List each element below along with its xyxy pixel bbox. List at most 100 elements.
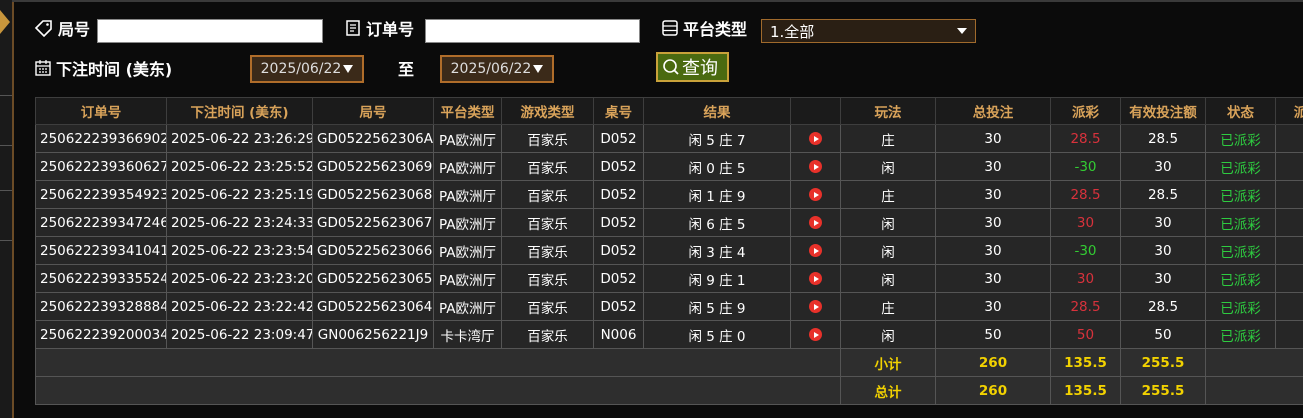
play-icon[interactable] <box>809 216 822 229</box>
table-cell: 250622239366902 <box>35 124 167 153</box>
table-row: 250622239341041 2025-06-22 23:23:54 GD0522… <box>35 236 1303 265</box>
header-row: 订单号 下注时间 (美东) 局号 平台类型 游戏类型 桌号 结果 玩法 总投注 派彩 有效投注额 状态… <box>35 97 1303 125</box>
table-cell: 30 <box>935 180 1051 209</box>
table-cell: 闲 <box>840 320 936 349</box>
table-cell: 30 <box>1120 236 1206 265</box>
table-cell: 百家乐 <box>501 320 594 349</box>
summary-label: 小计 <box>840 348 936 377</box>
play-icon[interactable] <box>809 328 822 341</box>
summary-spacer <box>35 376 841 405</box>
table-cell: GD05225623068 <box>312 180 434 209</box>
table-cell: 28.5 <box>1050 292 1121 321</box>
table-cell: D052 <box>593 124 644 153</box>
platform-label: 平台类型 <box>661 16 747 40</box>
column-header: 派 <box>1275 97 1303 125</box>
column-header: 总投注 <box>935 97 1051 125</box>
calendar-icon <box>35 60 51 76</box>
column-header: 派彩 <box>1050 97 1121 125</box>
table-cell: 30 <box>1050 208 1121 237</box>
table-cell: D052 <box>593 152 644 181</box>
play-icon[interactable] <box>809 272 822 285</box>
table-cell: 已派彩 <box>1205 292 1276 321</box>
summary-label: 总计 <box>840 376 936 405</box>
table-cell: GN006256221J9 <box>312 320 434 349</box>
date-from[interactable]: 2025/06/22 <box>250 55 364 83</box>
column-header: 结果 <box>643 97 791 125</box>
table-cell: 闲 <box>840 236 936 265</box>
table-cell: 庄 <box>840 292 936 321</box>
summary-spacer <box>1205 348 1303 377</box>
table-cell: GD05225623067 <box>312 208 434 237</box>
table-cell: D052 <box>593 208 644 237</box>
summary-row: 小计 260 135.5 255.5 <box>35 348 1303 377</box>
table-cell: 2025-06-22 23:09:47 <box>166 320 313 349</box>
table-cell: 2025-06-22 23:23:54 <box>166 236 313 265</box>
table-row: 250622239347246 2025-06-22 23:24:33 GD0522… <box>35 208 1303 237</box>
label-text: 平台类型 <box>683 20 748 39</box>
table-cell: 30 <box>1050 264 1121 293</box>
table-row: 250622239354923 2025-06-22 23:25:19 GD0522… <box>35 180 1303 209</box>
table-cell: 250622239341041 <box>35 236 167 265</box>
side-divider <box>0 190 12 191</box>
play-icon[interactable] <box>809 300 822 313</box>
bet-table: 订单号 下注时间 (美东) 局号 平台类型 游戏类型 桌号 结果 玩法 总投注 派彩 有效投注额 状态… <box>35 97 1303 405</box>
label-text: 至 <box>398 60 415 79</box>
table-cell: 250622239354923 <box>35 180 167 209</box>
table-cell: D052 <box>593 236 644 265</box>
side-strip <box>0 0 14 418</box>
table-cell: PA欧洲厅 <box>433 264 502 293</box>
table-cell: 已派彩 <box>1205 152 1276 181</box>
table-cell: 50 <box>1050 320 1121 349</box>
video-cell <box>790 124 841 153</box>
top-border <box>12 0 1303 2</box>
play-icon[interactable] <box>809 132 822 145</box>
play-icon[interactable] <box>809 160 822 173</box>
summary-valid-bet: 255.5 <box>1120 376 1206 405</box>
column-header: 桌号 <box>593 97 644 125</box>
table-cell: 28.5 <box>1120 180 1206 209</box>
table-cell: 庄 <box>840 124 936 153</box>
table-cell-empty <box>1275 124 1303 153</box>
table-cell: 闲 <box>840 264 936 293</box>
table-row: 250622239366902 2025-06-22 23:26:29 GD0522… <box>35 124 1303 153</box>
table-cell: PA欧洲厅 <box>433 124 502 153</box>
table-cell: 已派彩 <box>1205 264 1276 293</box>
table-cell: 50 <box>935 320 1051 349</box>
table-cell: 已派彩 <box>1205 180 1276 209</box>
summary-total-bet: 260 <box>935 376 1051 405</box>
side-divider <box>0 95 12 96</box>
table-row: 250622239328884 2025-06-22 23:22:42 GD0522… <box>35 292 1303 321</box>
search-button[interactable]: 查询 <box>656 52 729 82</box>
table-cell: -30 <box>1050 236 1121 265</box>
table-cell: 百家乐 <box>501 124 594 153</box>
round-input[interactable] <box>97 19 323 43</box>
date-text: 2025/06/22 <box>450 61 532 77</box>
table-cell-empty <box>1275 236 1303 265</box>
search-icon <box>663 59 679 75</box>
platform-select[interactable]: 1.全部 <box>761 19 976 43</box>
table-cell: 250622239335524 <box>35 264 167 293</box>
order-input[interactable] <box>425 19 640 43</box>
table-cell: 30 <box>935 208 1051 237</box>
table-cell: 30 <box>1120 264 1206 293</box>
play-icon[interactable] <box>809 244 822 257</box>
table-cell: 2025-06-22 23:26:29 <box>166 124 313 153</box>
video-cell <box>790 236 841 265</box>
video-cell <box>790 320 841 349</box>
play-icon[interactable] <box>809 188 822 201</box>
date-to[interactable]: 2025/06/22 <box>440 55 554 83</box>
table-cell: 30 <box>935 236 1051 265</box>
column-header: 下注时间 (美东) <box>166 97 313 125</box>
table-row: 250622239360627 2025-06-22 23:25:52 GD0522… <box>35 152 1303 181</box>
table-cell: 250622239328884 <box>35 292 167 321</box>
table-cell: 庄 <box>840 180 936 209</box>
table-cell: PA欧洲厅 <box>433 152 502 181</box>
table-cell: GD05225623064 <box>312 292 434 321</box>
video-cell <box>790 264 841 293</box>
table-cell: 30 <box>935 264 1051 293</box>
to-label: 至 <box>398 56 414 80</box>
column-header: 订单号 <box>35 97 167 125</box>
table-cell: 2025-06-22 23:25:19 <box>166 180 313 209</box>
